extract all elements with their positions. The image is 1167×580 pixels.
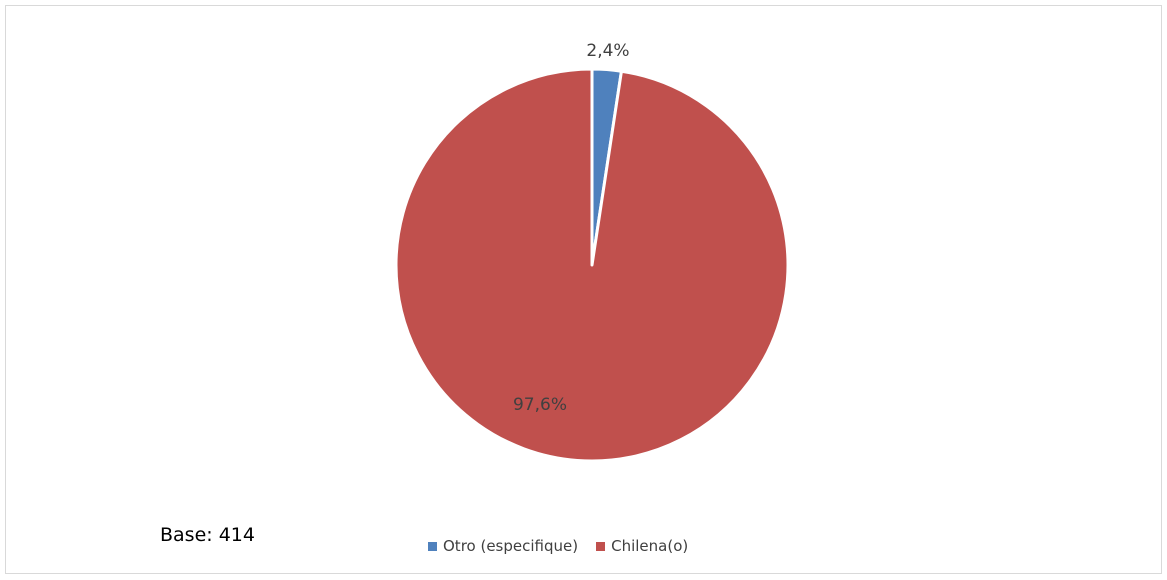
legend-item-chilena: Chilena(o) xyxy=(596,537,688,555)
pie-slice-chilena xyxy=(396,69,788,461)
pie-slices xyxy=(396,69,788,461)
legend-swatch-otro xyxy=(428,542,437,551)
legend-item-otro: Otro (especifique) xyxy=(428,537,578,555)
legend: Otro (especifique) Chilena(o) xyxy=(428,537,706,555)
data-label-otro: 2,4% xyxy=(586,41,629,61)
data-label-chilena: 97,6% xyxy=(513,395,567,415)
legend-swatch-chilena xyxy=(596,542,605,551)
legend-label-otro: Otro (especifique) xyxy=(443,537,578,555)
legend-label-chilena: Chilena(o) xyxy=(611,537,688,555)
base-note: Base: 414 xyxy=(160,524,255,546)
